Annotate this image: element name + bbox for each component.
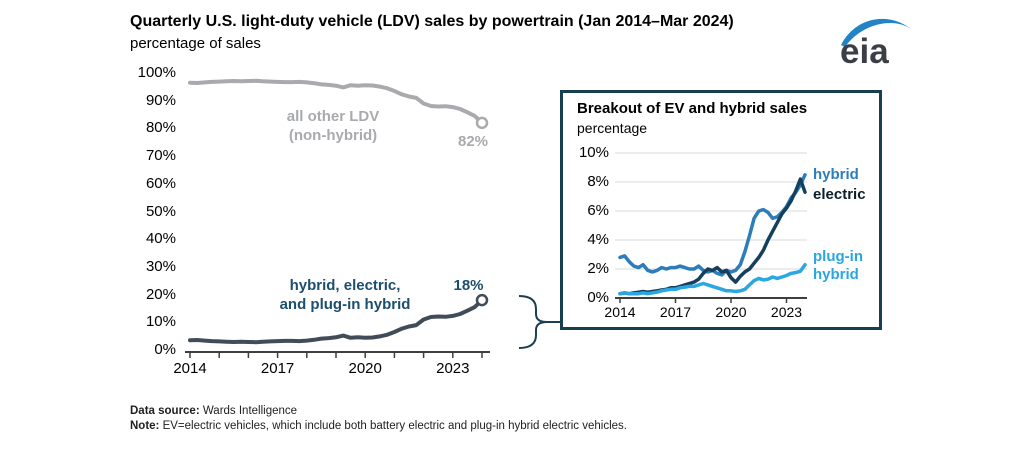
chart-title: Quarterly U.S. light-duty vehicle (LDV) … [130,13,734,30]
series-label-hybrid-electric-phev: hybrid, electric, and plug-in hybrid [279,277,411,313]
y-tick-label: 60% [145,174,176,192]
x-tick-label: 2017 [260,360,295,377]
x-tick-label: 2020 [348,360,382,377]
x-tick-label: 2017 [659,304,692,320]
data-source-label: Data source: [130,405,200,417]
y-tick-label: 30% [145,257,176,275]
end-value-other-ldv: 82% [457,133,489,150]
y-tick-label: 90% [145,91,176,109]
series-line-all-other-ldv-non-hybrid- [188,78,484,125]
inset-chart-box: Breakout of EV and hybrid sales percenta… [560,90,882,330]
series-line-hybrid-electric-and-plug-in-hybrid [188,298,484,345]
main-chart-svg [185,78,560,358]
y-tick-label: 4% [587,231,609,248]
y-tick-label: 40% [145,230,176,248]
series-line-electric [618,177,807,296]
y-tick-label: 100% [137,64,176,81]
y-tick-label: 6% [587,202,609,219]
y-tick-label: 20% [145,285,176,303]
series-label-hybrid: hybrid [813,166,859,183]
inset-subtitle: percentage [577,120,648,136]
data-source-line: Data source: Wards Intelligence [130,405,297,417]
data-source-text: Wards Intelligence [199,405,298,417]
series-label-electric: electric [813,186,866,203]
series-line-plug-in-hybrid [618,262,807,296]
chart-subtitle: percentage of sales [130,35,261,52]
x-tick-label: 2023 [770,304,803,320]
x-tick-label: 2020 [715,304,747,320]
note-label: Note: [130,420,160,432]
inset-title: Breakout of EV and hybrid sales [577,100,808,117]
y-tick-label: 10% [578,144,609,161]
y-tick-label: 0% [587,289,609,306]
note-line: Note: EV=electric vehicles, which includ… [130,420,627,432]
eia-logo: eia [836,14,914,71]
y-tick-label: 80% [145,119,176,137]
end-marker-all-other-ldv-non-hybrid- [475,116,489,130]
inset-chart-svg [615,152,807,303]
end-value-hybrid-electric-phev: 18% [453,277,484,294]
y-tick-label: 8% [587,173,609,190]
eia-logo-swoosh-icon: eia [840,18,911,71]
x-tick-label: 2014 [604,304,636,320]
series-label-plug-in-hybrid: plug-in hybrid [813,248,863,283]
x-tick-label: 2023 [436,360,470,377]
end-marker-hybrid-electric-and-plug-in-hybrid [475,293,489,307]
y-tick-label: 70% [145,147,176,165]
eia-logo-text: eia [840,32,889,71]
series-label-other-ldv: all other LDV (non-hybrid) [286,108,380,144]
y-tick-label: 0% [154,341,176,358]
y-tick-label: 10% [145,313,176,331]
note-text: EV=electric vehicles, which include both… [159,420,627,432]
brace-connector [518,295,548,349]
y-tick-label: 50% [145,202,176,220]
y-tick-label: 2% [587,260,609,277]
x-tick-label: 2014 [173,360,207,377]
